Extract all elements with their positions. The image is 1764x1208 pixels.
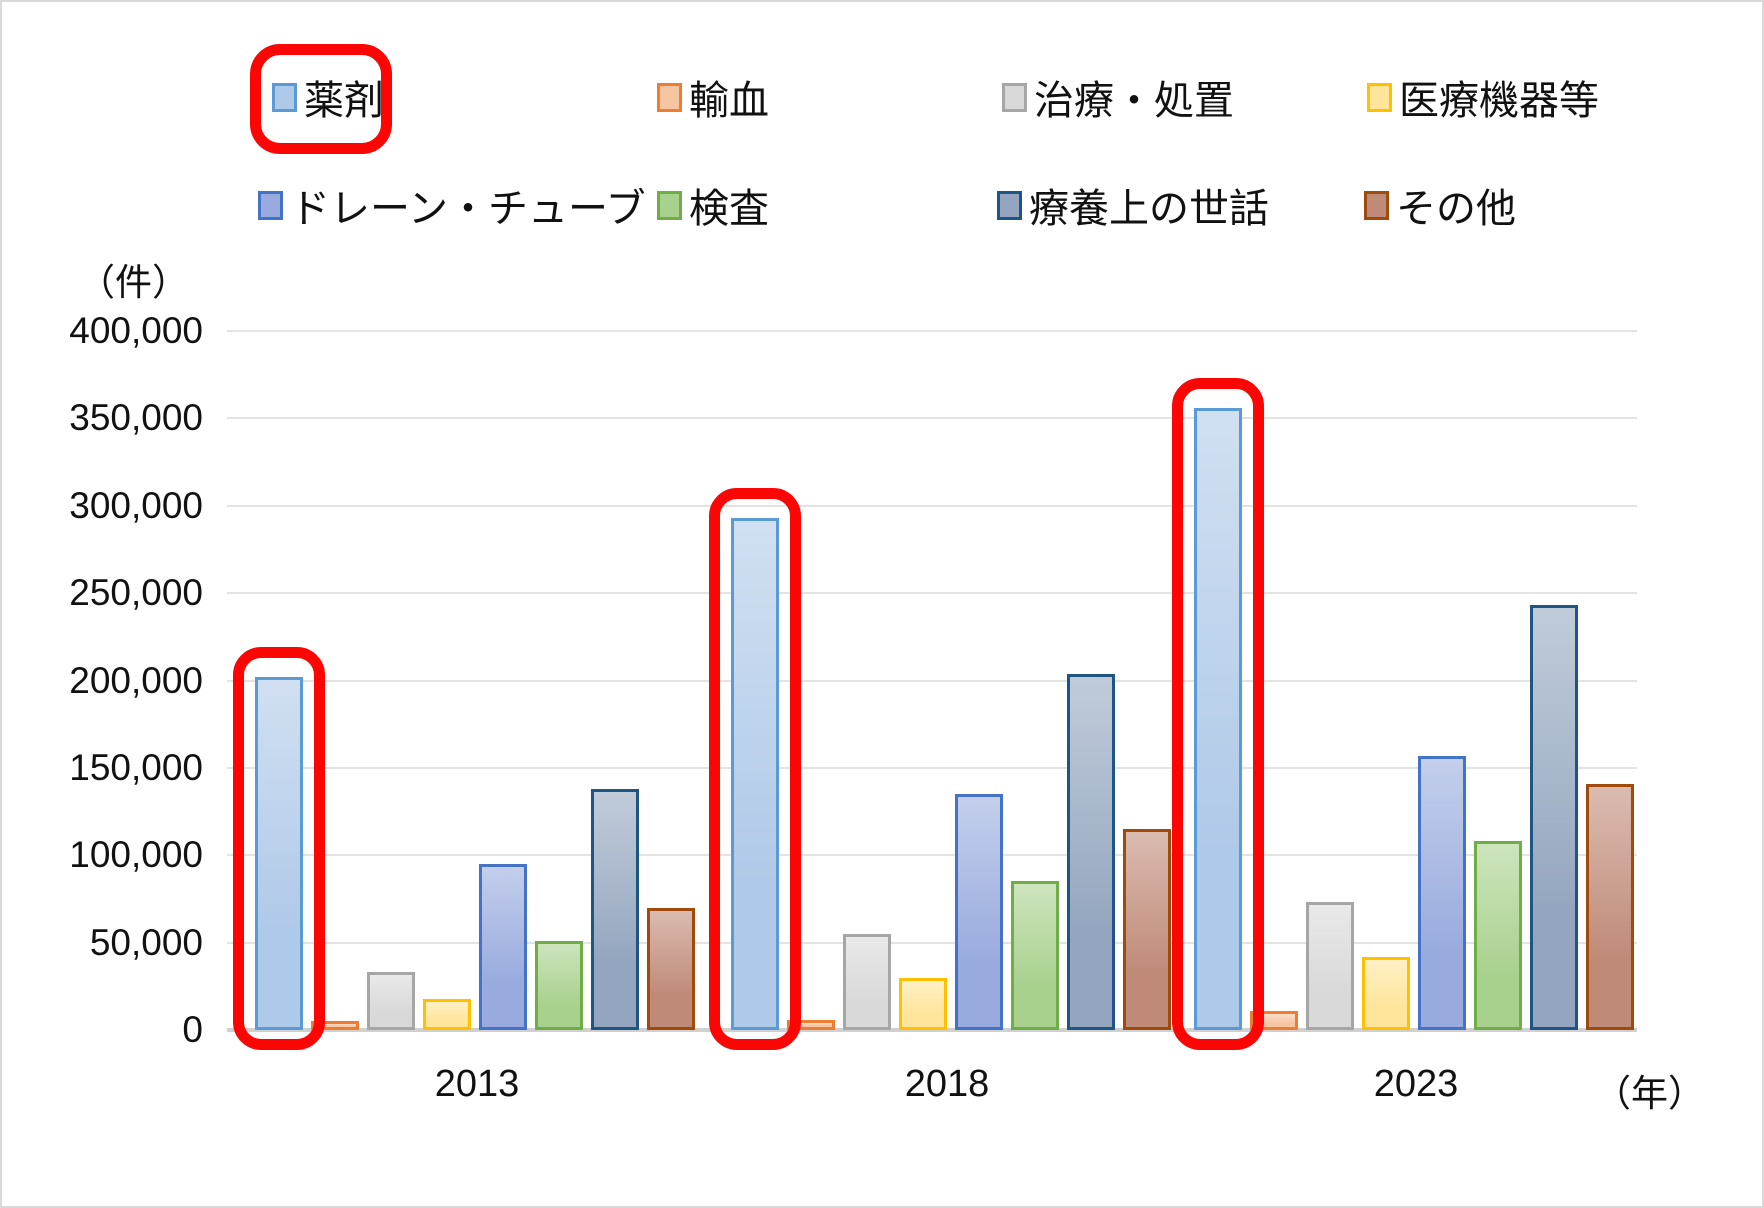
legend-label: 治療・処置	[1034, 79, 1234, 123]
gridline	[227, 679, 1637, 682]
legend-item-医療機器等: 医療機器等	[1367, 66, 1599, 128]
bar-薬剤-2023	[1194, 407, 1242, 1030]
y-tick-label: 250,000	[69, 572, 203, 614]
gridline	[227, 592, 1637, 595]
bar-ドレーン・チューブ-2023	[1418, 755, 1466, 1030]
bar-療養上の世話-2013	[591, 788, 639, 1030]
gridline	[227, 330, 1637, 332]
y-tick-label: 200,000	[69, 659, 203, 701]
legend-label: 薬剤	[304, 79, 384, 123]
legend-marker-icon	[997, 190, 1022, 220]
y-tick-label: 300,000	[69, 484, 203, 526]
legend-item-輸血: 輸血	[657, 66, 769, 128]
legend-label: 療養上の世話	[1029, 187, 1269, 231]
legend-item-療養上の世話: 療養上の世話	[997, 174, 1269, 236]
gridline	[227, 854, 1637, 857]
legend-marker-icon	[1364, 190, 1389, 220]
x-axis-unit-label: （年）	[1594, 1073, 1705, 1114]
x-axis-baseline	[227, 1028, 1637, 1032]
y-tick-label: 150,000	[69, 746, 203, 788]
bar-療養上の世話-2018	[1067, 673, 1115, 1030]
highlight-box-legend	[250, 44, 392, 154]
bar-その他-2023	[1586, 783, 1634, 1030]
x-tick-label: 2023	[1373, 1063, 1459, 1105]
legend-label: その他	[1396, 187, 1516, 231]
bar-医療機器等-2023	[1362, 956, 1410, 1030]
highlight-box-2018	[709, 487, 801, 1050]
bar-医療機器等-2013	[423, 998, 471, 1030]
x-tick-label: 2018	[904, 1063, 990, 1105]
bar-その他-2018	[1123, 829, 1171, 1030]
bar-ドレーン・チューブ-2018	[955, 794, 1003, 1030]
bar-検査-2013	[535, 940, 583, 1030]
legend-label: 輸血	[689, 79, 769, 123]
highlight-box-2013	[233, 647, 325, 1050]
legend-item-治療・処置: 治療・処置	[1002, 66, 1234, 128]
bar-薬剤-2013	[255, 677, 303, 1030]
bar-その他-2013	[647, 907, 695, 1030]
highlight-box-2023	[1172, 377, 1264, 1050]
bar-治療・処置-2018	[843, 933, 891, 1030]
legend-marker-icon	[1367, 82, 1392, 112]
bar-検査-2018	[1011, 881, 1059, 1030]
bar-検査-2023	[1474, 841, 1522, 1030]
y-tick-label: 350,000	[69, 397, 203, 439]
bar-療養上の世話-2023	[1530, 605, 1578, 1030]
y-tick-label: 400,000	[69, 310, 203, 351]
gridline	[227, 941, 1637, 944]
bar-治療・処置-2023	[1306, 902, 1354, 1030]
gridline	[227, 766, 1637, 769]
legend-label: ドレーン・チューブ	[290, 187, 646, 231]
legend-item-ドレーン・チューブ: ドレーン・チューブ	[258, 174, 646, 236]
legend-marker-icon	[272, 82, 297, 112]
bar-治療・処置-2013	[367, 972, 415, 1030]
legend-marker-icon	[258, 190, 283, 220]
x-tick-label: 2013	[434, 1063, 520, 1105]
legend-label: 検査	[689, 187, 769, 231]
y-tick-label: 100,000	[69, 834, 203, 876]
legend-label: 医療機器等	[1399, 79, 1599, 123]
legend-item-薬剤: 薬剤	[272, 66, 384, 128]
legend-marker-icon	[1002, 82, 1027, 112]
gridline	[227, 417, 1637, 420]
legend-item-検査: 検査	[657, 174, 769, 236]
legend-item-その他: その他	[1364, 174, 1516, 236]
y-tick-label: 50,000	[89, 921, 203, 963]
bar-薬剤-2018	[731, 517, 779, 1030]
legend-marker-icon	[657, 190, 682, 220]
gridline	[227, 504, 1637, 507]
bar-医療機器等-2018	[899, 977, 947, 1030]
y-axis-unit-label: （件）	[78, 262, 189, 303]
legend-marker-icon	[657, 82, 682, 112]
bar-ドレーン・チューブ-2013	[479, 863, 527, 1030]
y-tick-label: 0	[182, 1009, 203, 1050]
